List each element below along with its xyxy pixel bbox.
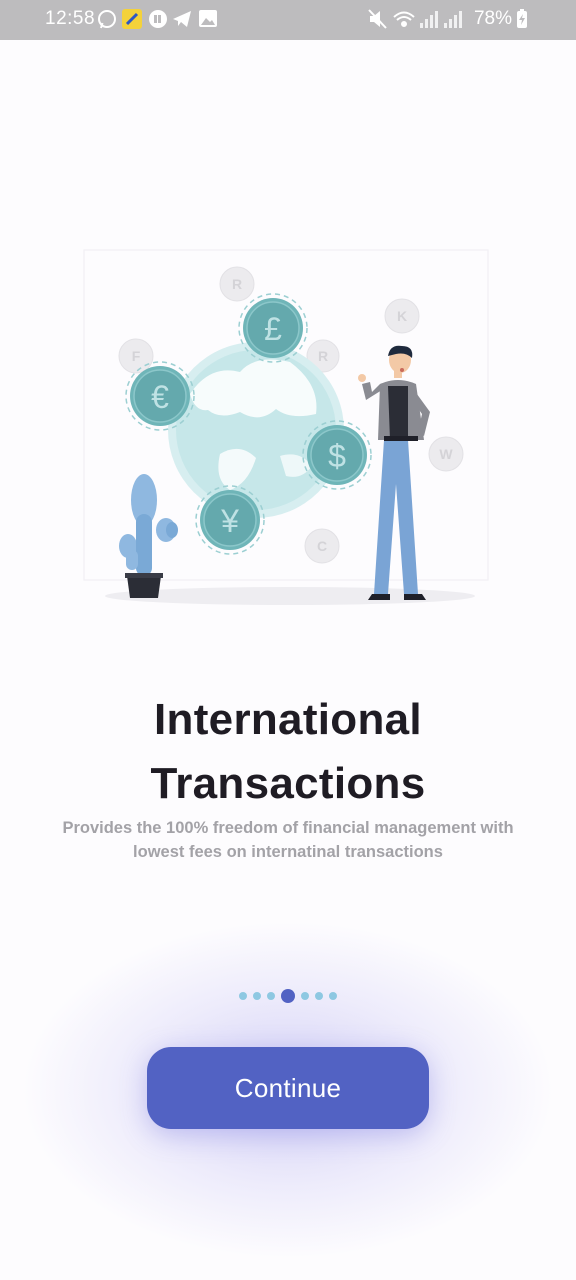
- page-indicator: [239, 989, 337, 1003]
- status-system-icons: [368, 9, 462, 29]
- coin-dollar: $: [302, 420, 372, 490]
- subtitle-line-2: lowest fees on internatinal transactions: [133, 843, 443, 861]
- globe: [168, 342, 344, 518]
- coin-pound-symbol: £: [264, 311, 282, 347]
- wifi-icon: [393, 11, 415, 27]
- faint-coin-w-label: W: [439, 446, 453, 462]
- coin-euro-symbol: €: [151, 379, 169, 415]
- cactus-plant: [119, 474, 178, 598]
- faint-coin-c-label: C: [317, 538, 327, 554]
- faint-coin-r2-label: R: [318, 348, 328, 364]
- page-dot-1[interactable]: [239, 992, 247, 1000]
- coin-pound: £: [238, 293, 308, 363]
- status-bar: 12:58: [0, 0, 576, 40]
- onboarding-subtitle: Provides the 100% freedom of financial m…: [40, 816, 536, 864]
- faint-coin-f: [118, 338, 154, 374]
- onboarding-title: International Transactions: [0, 688, 576, 816]
- messenger-icon: [149, 10, 167, 28]
- man-figure: [358, 345, 430, 600]
- page-dot-6[interactable]: [315, 992, 323, 1000]
- app-icon: [122, 9, 142, 29]
- faint-coins: [118, 266, 464, 564]
- page-dot-3[interactable]: [267, 992, 275, 1000]
- page-dot-7[interactable]: [329, 992, 337, 1000]
- coin-yen: ¥: [195, 485, 265, 555]
- subtitle-line-1: Provides the 100% freedom of financial m…: [62, 819, 514, 837]
- continue-button[interactable]: Continue: [147, 1047, 429, 1129]
- battery-charging-icon: [517, 9, 527, 28]
- faint-coin-w: [428, 436, 464, 472]
- telegram-icon: [173, 11, 191, 27]
- gallery-icon: [199, 10, 217, 27]
- page-dot-2[interactable]: [253, 992, 261, 1000]
- faint-coin-k-label: K: [397, 308, 407, 324]
- faint-coin-k: [384, 298, 420, 334]
- signal-icon: [419, 11, 438, 28]
- mute-icon: [368, 9, 387, 29]
- faint-coin-r-label: R: [232, 276, 242, 292]
- faint-coin-c: [304, 528, 340, 564]
- status-time: 12:58: [45, 8, 96, 29]
- page-dot-5[interactable]: [301, 992, 309, 1000]
- title-line-2: Transactions: [150, 759, 426, 808]
- faint-coin-r: [219, 266, 255, 302]
- page-dot-4-active[interactable]: [281, 989, 295, 1003]
- faint-coin-f-label: F: [132, 348, 141, 364]
- signal-icon-2: [443, 11, 462, 28]
- battery-percent: 78%: [473, 8, 512, 29]
- faint-coin-r2: [306, 339, 340, 373]
- coin-dollar-symbol: $: [328, 438, 346, 474]
- title-line-1: International: [154, 695, 422, 744]
- international-transactions-illustration: R F R K W C £ € $ ¥: [83, 249, 489, 605]
- status-right-group: 78%: [368, 8, 528, 30]
- background-frame: [83, 249, 489, 581]
- whatsapp-icon: [98, 10, 116, 29]
- status-app-icons: [98, 9, 217, 29]
- coin-yen-symbol: ¥: [220, 503, 239, 539]
- coin-euro: €: [125, 361, 195, 431]
